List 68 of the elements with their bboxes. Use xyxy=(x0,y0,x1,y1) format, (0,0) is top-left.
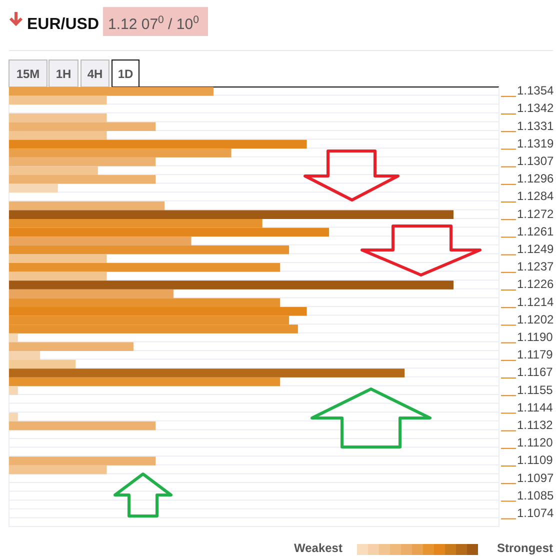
chart-subtitle: 1.12 07$^{0}$ / 10$^{0}$ xyxy=(108,14,200,33)
text: Strongest xyxy=(497,541,554,555)
bar xyxy=(9,289,174,298)
y-tick-label: 1.1190 xyxy=(517,330,554,344)
bar xyxy=(9,263,280,272)
bar xyxy=(9,272,107,281)
y-tick-label: 1.1237 xyxy=(517,260,554,274)
y-tick-label: 1.1354 xyxy=(517,84,554,98)
bar xyxy=(9,342,134,351)
text: 1D xyxy=(118,67,134,81)
bar xyxy=(9,210,454,219)
bar xyxy=(9,131,107,140)
text: 4H xyxy=(87,67,103,81)
bar xyxy=(9,140,307,149)
y-tick-label: 1.1097 xyxy=(517,470,554,485)
y-tick-label: 1.1272 xyxy=(517,206,554,221)
y-tick-label: 1.1074 xyxy=(517,506,554,520)
bar xyxy=(9,175,156,184)
bar xyxy=(9,157,156,166)
bar xyxy=(9,456,156,466)
bar xyxy=(9,421,156,430)
bar xyxy=(9,333,18,342)
chart-title: EUR/USD xyxy=(27,16,100,33)
bar xyxy=(9,219,262,228)
y-tick-label: 1.1120 xyxy=(517,436,554,450)
bar xyxy=(9,96,107,105)
y-tick-label: 1.1296 xyxy=(517,172,554,186)
y-tick-label: 1.1226 xyxy=(517,277,554,292)
bar xyxy=(9,386,18,395)
bar xyxy=(9,465,107,474)
bar xyxy=(9,201,165,210)
y-tick-label: 1.1319 xyxy=(517,136,554,150)
y-tick-label: 1.1132 xyxy=(517,418,554,432)
bar xyxy=(9,280,454,290)
y-tick-label: 1.1214 xyxy=(517,294,554,309)
y-tick-label: 1.1307 xyxy=(517,154,554,168)
text: 1H xyxy=(56,67,72,81)
bar xyxy=(9,122,156,131)
y-tick-label: 1.1085 xyxy=(517,488,554,502)
y-tick-label: 1.1261 xyxy=(517,224,554,238)
bar xyxy=(9,377,280,386)
text: Weakest xyxy=(294,541,342,555)
bar xyxy=(9,148,232,158)
y-tick-label: 1.1167 xyxy=(517,365,554,380)
y-tick-label: 1.1155 xyxy=(517,382,554,397)
bar xyxy=(9,368,405,378)
bar xyxy=(9,184,58,193)
y-tick-label: 1.1202 xyxy=(517,312,554,326)
bar xyxy=(9,113,107,122)
bar xyxy=(9,254,107,263)
y-tick-label: 1.1284 xyxy=(517,189,554,204)
bar xyxy=(9,351,40,360)
bar xyxy=(9,307,307,316)
bar xyxy=(9,412,18,422)
bar xyxy=(9,87,214,96)
y-tick-label: 1.1179 xyxy=(517,348,554,362)
text: 15M xyxy=(16,67,40,81)
bar xyxy=(9,228,330,237)
y-tick-label: 1.1342 xyxy=(517,101,554,116)
bar xyxy=(9,245,290,254)
y-tick-label: 1.1331 xyxy=(517,118,554,133)
bar xyxy=(9,236,192,246)
y-tick-label: 1.1109 xyxy=(517,453,554,468)
bar xyxy=(9,360,76,369)
bar xyxy=(9,298,280,307)
y-tick-label: 1.1144 xyxy=(517,400,554,414)
y-tick-label: 1.1249 xyxy=(517,242,554,256)
bar xyxy=(9,166,98,175)
